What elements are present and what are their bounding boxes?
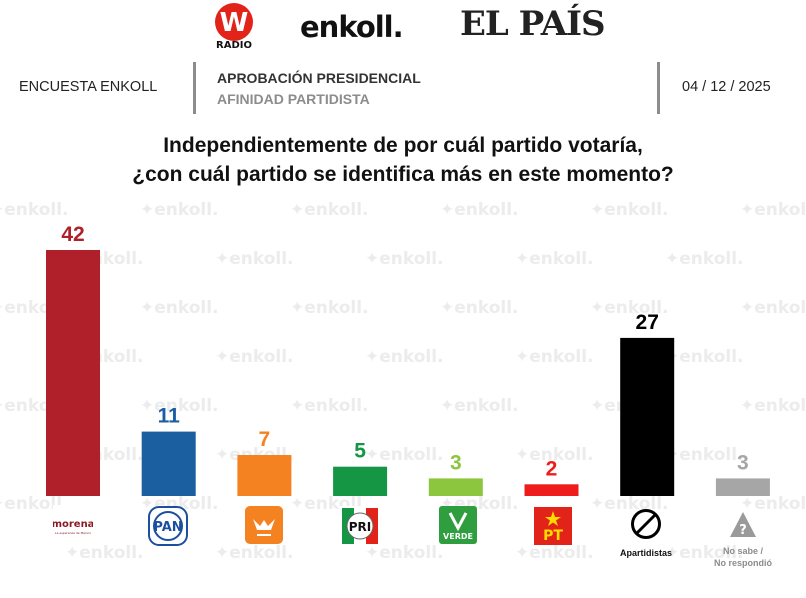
watermark-text: ✦enkoll. — [590, 494, 669, 514]
bar-pt — [524, 484, 579, 496]
morena-logo-icon: morena La esperanza de México — [52, 505, 94, 545]
watermark-text: ✦enkoll. — [740, 494, 806, 514]
watermark-text: ✦enkoll. — [740, 298, 806, 318]
watermark-text: ✦enkoll. — [665, 543, 744, 563]
survey-header: ENCUESTA ENKOLL APROBACIÓN PRESIDENCIAL … — [0, 62, 806, 114]
survey-subtitle: AFINIDAD PARTIDISTA — [217, 91, 370, 107]
question-line-2: ¿con cuál partido se identifica más en e… — [132, 163, 674, 186]
question-line-1: Independientemente de por cuál partido v… — [163, 134, 643, 157]
watermark-text: ✦enkoll. — [665, 249, 744, 269]
svg-text:VERDE: VERDE — [443, 532, 473, 541]
watermark-text: ✦enkoll. — [515, 445, 594, 465]
pt-logo: PT — [534, 507, 572, 545]
data-label: 2 — [546, 457, 558, 480]
watermark-text: ✦enkoll. — [665, 347, 744, 367]
watermark-text: ✦enkoll. — [0, 494, 69, 514]
mc-logo — [245, 506, 283, 544]
prohibited-icon — [631, 509, 661, 539]
watermark-text: ✦enkoll. — [140, 396, 219, 416]
no-sabe-logo: ? — [728, 510, 758, 540]
bar-apartidistas — [620, 337, 675, 496]
no-sabe-label: No sabe / No respondió — [683, 545, 803, 569]
survey-title: APROBACIÓN PRESIDENCIAL — [217, 70, 421, 86]
pri-logo-icon: PRI — [340, 506, 380, 546]
svg-text:RADIO: RADIO — [216, 40, 252, 50]
watermark-text: ✦enkoll. — [515, 347, 594, 367]
watermark-text: ✦enkoll. — [440, 298, 519, 318]
warning-question-icon: ? — [730, 512, 756, 538]
watermark-text: ✦enkoll. — [515, 249, 594, 269]
svg-text:PRI: PRI — [349, 520, 372, 534]
pan-logo: PAN — [148, 506, 188, 546]
el-pais-logo: EL PAÍS — [460, 4, 606, 44]
data-label: 3 — [737, 451, 749, 474]
watermark-text: ✦enkoll. — [590, 298, 669, 318]
watermark-text: ✦enkoll. — [290, 396, 369, 416]
watermark-text: ✦enkoll. — [215, 543, 294, 563]
toucan-icon: VERDE — [439, 506, 477, 544]
verde-logo: VERDE — [439, 506, 477, 544]
enkoll-logo: enkoll. — [300, 10, 404, 44]
data-label: 7 — [259, 428, 271, 451]
watermark-text: ✦enkoll. — [365, 249, 444, 269]
watermark-text: ✦enkoll. — [590, 200, 669, 220]
survey-date: 04 / 12 / 2025 — [682, 79, 771, 95]
star-icon: PT — [534, 507, 572, 545]
bar-chart: 42 11 7 5 3 2 27 3 — [46, 223, 770, 496]
watermark-text: ✦enkoll. — [140, 200, 219, 220]
watermark-text: ✦enkoll. — [215, 249, 294, 269]
svg-text:W: W — [220, 8, 249, 38]
svg-text:morena: morena — [53, 519, 93, 530]
data-label: 5 — [354, 440, 366, 463]
data-label: 27 — [636, 311, 659, 334]
watermark-text: ✦enkoll. — [290, 298, 369, 318]
bar-pan — [141, 431, 196, 496]
header-divider — [193, 62, 196, 114]
pri-logo: PRI — [340, 506, 380, 546]
watermark-text: ✦enkoll. — [440, 396, 519, 416]
brand-logos: W RADIO enkoll. EL PAÍS — [0, 0, 806, 52]
data-label: 42 — [61, 223, 84, 246]
bar-verde — [428, 478, 483, 496]
apartidistas-logo — [630, 508, 662, 540]
bar-morena — [46, 250, 100, 496]
no-sabe-line-1: No sabe / — [722, 546, 763, 556]
apartidistas-label: Apartidistas — [619, 548, 672, 558]
bar-mc — [237, 455, 292, 496]
watermark-text: ✦enkoll. — [365, 543, 444, 563]
watermark-text: ✦enkoll. — [215, 347, 294, 367]
watermark-text: ✦enkoll. — [740, 200, 806, 220]
watermark-text: ✦enkoll. — [290, 200, 369, 220]
bar-pri — [333, 466, 388, 496]
bar-no-sabe-no-respondi- — [715, 478, 770, 496]
header-divider — [657, 62, 660, 114]
svg-text:?: ? — [739, 523, 747, 538]
no-sabe-line-2: No respondió — [714, 558, 772, 568]
svg-text:PAN: PAN — [153, 520, 182, 535]
watermark-text: ✦enkoll. — [740, 396, 806, 416]
data-label: 11 — [158, 405, 181, 428]
watermark-text: ✦enkoll. — [440, 200, 519, 220]
watermark-text: ✦enkoll. — [140, 298, 219, 318]
svg-text:PT: PT — [543, 528, 563, 544]
morena-logo: morena La esperanza de México — [52, 505, 94, 545]
watermark-text: ✦enkoll. — [365, 445, 444, 465]
data-label: 3 — [450, 451, 462, 474]
watermark-text: ✦enkoll. — [515, 543, 594, 563]
watermark-text: ✦enkoll. — [65, 543, 144, 563]
eagle-icon — [245, 506, 283, 544]
watermark-text: ✦enkoll. — [365, 347, 444, 367]
survey-source: ENCUESTA ENKOLL — [19, 79, 158, 95]
watermark-text: ✦enkoll. — [665, 445, 744, 465]
survey-question: Independientemente de por cuál partido v… — [0, 131, 806, 189]
pan-logo-icon: PAN — [148, 506, 188, 546]
watermark-text: ✦enkoll. — [0, 200, 69, 220]
svg-text:La esperanza de México: La esperanza de México — [55, 531, 91, 535]
w-radio-logo: W RADIO — [215, 3, 253, 50]
